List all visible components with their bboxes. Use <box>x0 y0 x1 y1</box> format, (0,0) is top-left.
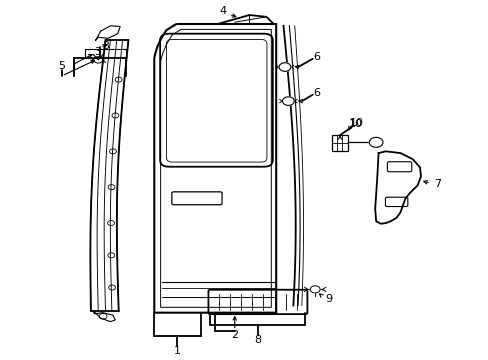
Circle shape <box>282 97 294 105</box>
Text: 2: 2 <box>231 330 238 340</box>
Text: 6: 6 <box>312 52 320 62</box>
Circle shape <box>279 63 290 71</box>
Circle shape <box>368 137 382 147</box>
Text: 8: 8 <box>254 334 261 345</box>
Text: 1: 1 <box>173 346 181 356</box>
Text: 6: 6 <box>312 88 320 98</box>
Text: 3: 3 <box>94 47 101 57</box>
Text: 10: 10 <box>348 120 362 129</box>
Text: 10: 10 <box>349 118 363 128</box>
Text: 3: 3 <box>102 41 109 50</box>
Circle shape <box>310 286 320 293</box>
Text: 5: 5 <box>58 61 65 71</box>
Text: 9: 9 <box>324 294 331 304</box>
Text: 7: 7 <box>433 179 440 189</box>
Text: 4: 4 <box>219 6 225 17</box>
